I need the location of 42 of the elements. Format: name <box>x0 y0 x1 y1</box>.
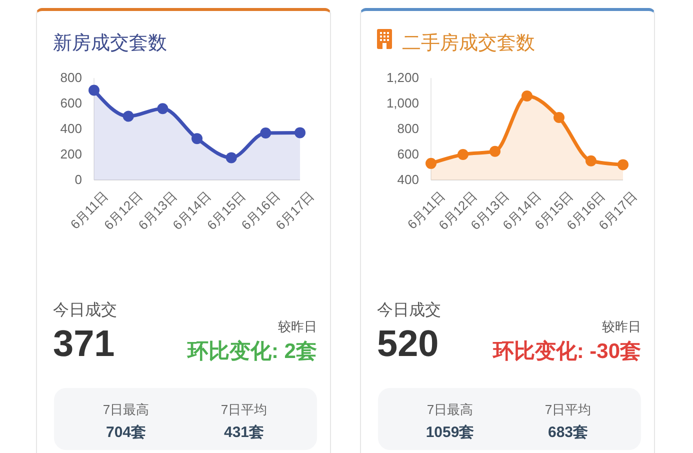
text: 7日平均 <box>220 402 268 417</box>
y-tick-label: 800 <box>397 121 419 136</box>
point <box>426 158 436 169</box>
text: 7日最高 <box>102 402 150 417</box>
text: 520 <box>377 323 439 364</box>
point <box>226 152 237 164</box>
point <box>618 159 628 170</box>
text: 683套 <box>548 424 588 441</box>
text: 431套 <box>224 424 264 441</box>
point <box>294 127 306 138</box>
text: 环比变化: -30套 <box>492 339 641 363</box>
point <box>88 84 100 96</box>
y-tick-label: 400 <box>60 121 82 136</box>
y-tick-label: 0 <box>74 172 82 188</box>
y-tick-label: 800 <box>60 70 82 86</box>
point <box>522 90 532 102</box>
point <box>192 133 202 144</box>
point <box>157 103 168 114</box>
point <box>458 149 468 160</box>
text: 今日成交 <box>53 301 117 319</box>
text: 704套 <box>106 424 146 441</box>
text: 较昨日 <box>602 319 641 334</box>
text: 371 <box>53 323 115 364</box>
y-tick-label: 200 <box>60 146 82 162</box>
text: 环比变化: 2套 <box>186 339 317 363</box>
y-tick-label: 1,000 <box>386 96 419 111</box>
point <box>260 127 272 138</box>
point <box>490 146 500 157</box>
chart-title: 新房成交套数 <box>53 32 167 54</box>
text: 较昨日 <box>278 319 317 334</box>
text: 7日平均 <box>544 402 592 417</box>
y-tick-label: 400 <box>397 172 419 188</box>
text: 今日成交 <box>377 301 441 319</box>
point <box>554 112 564 124</box>
point <box>586 155 596 166</box>
text: 1059套 <box>426 424 474 441</box>
point <box>122 110 134 122</box>
y-tick-label: 600 <box>60 96 82 111</box>
y-tick-label: 1,200 <box>386 70 419 86</box>
chart-title: 二手房成交套数 <box>402 32 535 54</box>
text: 7日最高 <box>426 402 474 417</box>
y-tick-label: 600 <box>397 146 419 162</box>
